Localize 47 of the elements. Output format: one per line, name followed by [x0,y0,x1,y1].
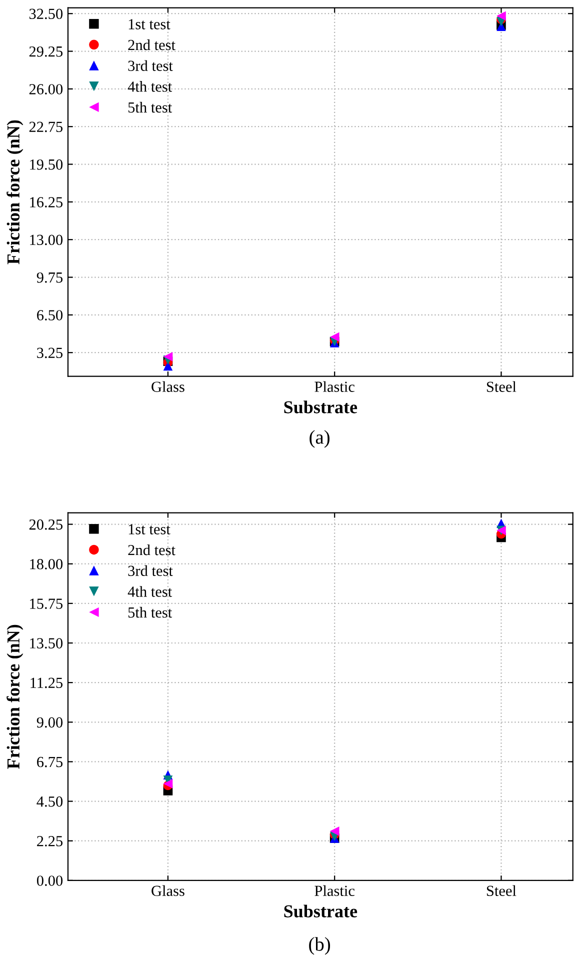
x-tick-label: Plastic [314,381,354,392]
y-tick-label: 22.75 [29,122,63,132]
point [163,352,173,362]
legend-label: 5th test [128,102,172,113]
y-tick-label: 29.25 [29,46,63,57]
legend-label: 2nd test [128,39,176,50]
x-axis-title: Substrate [284,904,358,918]
y-tick-label: 11.25 [30,678,63,688]
point [330,332,340,342]
y-tick-label: 9.75 [36,272,63,283]
x-tick-label: Glass [152,885,184,896]
y-tick-label: 32.50 [29,8,63,20]
y-tick-label: 9.00 [36,717,63,728]
legend-label: 3rd test [128,565,173,576]
point [496,11,506,21]
point [163,361,173,371]
y-tick-label: 0.00 [36,876,63,886]
x-tick-label: Glass [152,381,184,392]
y-tick-label: 4.50 [36,796,63,807]
legend-label: 2nd test [128,544,176,556]
legend-label: 5th test [128,606,172,618]
y-tick-label: 19.50 [30,159,63,170]
y-tick-label: 26.00 [29,84,63,94]
y-tick-label: 20.25 [29,519,63,530]
legend-label: 3rd test [128,60,173,71]
y-tick-label: 16.25 [30,197,63,208]
x-tick-label: Steel [486,885,516,896]
y-axis-title: Friction force (nN) [6,120,24,264]
y-tick-label: 6.75 [37,756,63,768]
y-tick-label: 3.25 [37,348,63,358]
y-tick-label: 13.00 [30,234,63,246]
y-tick-label: 6.50 [37,310,63,320]
y-tick-label: 15.75 [30,598,63,609]
text: (b) [309,937,330,955]
legend-label: 1st test [128,524,170,534]
text: (a) [310,430,330,448]
legend-label: 1st test [128,19,170,30]
y-axis-title: Friction force (nN) [6,624,24,769]
x-tick-label: Plastic [314,885,354,896]
x-tick-label: Steel [486,381,516,392]
point [330,826,340,836]
x-axis-title: Substrate [284,400,358,414]
y-tick-label: 18.00 [30,558,63,570]
legend-label: 4th test [128,586,172,597]
y-tick-label: 13.50 [30,638,63,649]
y-tick-label: 2.25 [37,836,63,846]
legend-label: 4th test [128,81,172,92]
